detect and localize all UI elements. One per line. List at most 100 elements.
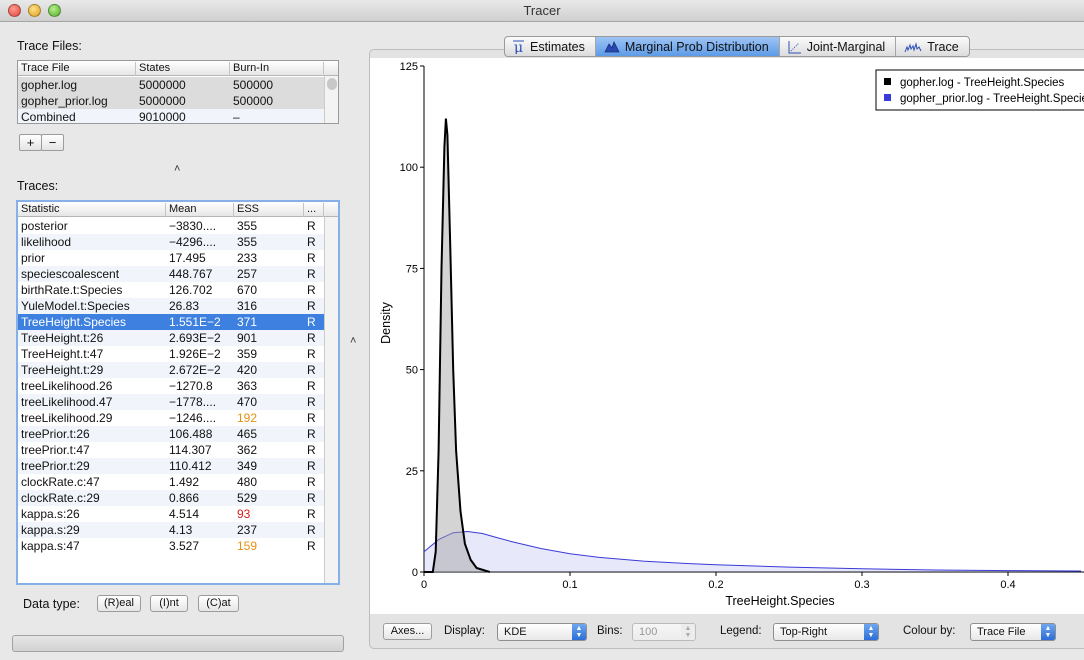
legend-label: Legend: [720,625,762,637]
trace-ess: 192 [237,411,258,425]
trace-file-row[interactable]: gopher.log 5000000 500000 [18,77,324,93]
density-chart: 0 25 50 75 100 125 0 0.1 0.2 0.3 0.4 TreeHeight.Spe… [379,61,1084,608]
trace-row[interactable]: birthRate.t:Species 126.702 670 R [18,282,324,298]
legend-select[interactable]: Top-Right ▲ ▼ [773,623,879,641]
y-tick-label: 75 [406,263,418,275]
trace-type: R [307,331,316,345]
tab-marginal-prob-distribution[interactable]: Marginal Prob Distribution [595,37,780,56]
trace-ess: 349 [237,459,258,473]
trace-ess: 901 [237,331,258,345]
trace-stat: treePrior.t:26 [21,427,90,441]
bins-stepper[interactable]: 100 ▲ ▼ [632,623,696,641]
trace-row[interactable]: TreeHeight.t:29 2.672E−2 420 R [18,362,324,378]
trace-row[interactable]: prior 17.495 233 R [18,250,324,266]
trace-row[interactable]: TreeHeight.Species 1.551E−2 371 R [18,314,324,330]
data-type-real-button[interactable]: (R)eal [97,595,141,612]
trace-ess: 470 [237,395,258,409]
tab-joint-marginal[interactable]: Joint-Marginal [780,37,897,56]
trace-file-states: 5000000 [139,78,186,92]
trace-file-name: Combined [21,110,76,124]
trace-row[interactable]: treeLikelihood.26 −1270.8 363 R [18,378,324,394]
trace-row[interactable]: treeLikelihood.47 −1778.... 470 R [18,394,324,410]
trace-ess: 420 [237,363,258,377]
trace-file-row[interactable]: Combined 9010000 – [18,109,324,124]
trace-row[interactable]: posterior −3830.... 355 R [18,218,324,234]
trace-type: R [307,459,316,473]
col-statistic[interactable]: Statistic [18,203,166,217]
trace-stat: TreeHeight.t:47 [21,347,104,361]
col-states[interactable]: States [136,62,230,76]
trace-row[interactable]: kappa.s:47 3.527 159 R [18,538,324,554]
trace-row[interactable]: kappa.s:26 4.514 93 R [18,506,324,522]
display-label: Display: [444,625,485,637]
col-type[interactable]: ... [304,203,324,217]
y-axis-title: Density [379,301,393,343]
data-type-cat-button[interactable]: (C)at [198,595,239,612]
tab-trace[interactable]: Trace [896,37,969,56]
trace-files-scrollbar[interactable] [324,76,338,123]
tab-joint-marginal-label: Joint-Marginal [806,39,886,54]
colour-by-select[interactable]: Trace File ▲ ▼ [970,623,1056,641]
legend-entry: gopher.log - TreeHeight.Species [900,77,1065,89]
remove-trace-file-button[interactable]: − [41,134,64,151]
axes-button[interactable]: Axes... [383,623,432,640]
traces-table[interactable]: Statistic Mean ESS ... posterior −3830...… [16,200,340,585]
select-arrows-icon: ▲ ▼ [572,624,586,640]
x-axis-title: TreeHeight.Species [725,594,834,608]
view-tabs: μ Estimates Marginal Prob Distribution J… [504,36,970,57]
col-ess[interactable]: ESS [234,203,304,217]
trace-row[interactable]: speciescoalescent 448.767 257 R [18,266,324,282]
scroll-knob[interactable] [327,78,337,90]
traces-label: Traces: [17,179,59,193]
trace-row[interactable]: kappa.s:29 4.13 237 R [18,522,324,538]
trace-row[interactable]: likelihood −4296.... 355 R [18,234,324,250]
col-mean[interactable]: Mean [166,203,234,217]
density-plot: 0 25 50 75 100 125 0 0.1 0.2 0.3 0.4 TreeHeight.Spe… [370,58,1084,614]
trace-row[interactable]: TreeHeight.t:26 2.693E−2 901 R [18,330,324,346]
trace-stat: kappa.s:47 [21,539,80,553]
colour-by-label: Colour by: [903,625,956,637]
trace-files-label: Trace Files: [17,39,82,53]
trace-ess: 359 [237,347,258,361]
series-area [424,118,490,572]
y-tick-label: 0 [412,567,418,579]
trace-row[interactable]: YuleModel.t:Species 26.83 316 R [18,298,324,314]
split-pane-handle-icon[interactable]: ˄ [174,163,181,175]
horizontal-split-handle-icon[interactable]: ˄ [350,335,357,347]
minimize-window-button[interactable] [28,4,41,17]
trace-mean: 0.866 [169,491,200,505]
trace-stat: treeLikelihood.26 [21,379,113,393]
data-type-int-button[interactable]: (I)nt [150,595,188,612]
trace-ess: 362 [237,443,258,457]
trace-row[interactable]: clockRate.c:29 0.866 529 R [18,490,324,506]
trace-row[interactable]: treeLikelihood.29 −1246.... 192 R [18,410,324,426]
trace-mean: 4.514 [169,507,200,521]
trace-row[interactable]: clockRate.c:47 1.492 480 R [18,474,324,490]
trace-row[interactable]: treePrior.t:29 110.412 349 R [18,458,324,474]
close-window-button[interactable] [8,4,21,17]
trace-row[interactable]: TreeHeight.t:47 1.926E−2 359 R [18,346,324,362]
trace-ess: 371 [237,315,258,329]
trace-file-states: 9010000 [139,110,186,124]
trace-file-row[interactable]: gopher_prior.log 5000000 500000 [18,93,324,109]
col-trace-file[interactable]: Trace File [18,62,136,76]
tab-estimates[interactable]: μ Estimates [505,37,596,56]
trace-stat: speciescoalescent [21,267,120,281]
trace-mean: −1246.... [169,411,217,425]
trace-row[interactable]: treePrior.t:26 106.488 465 R [18,426,324,442]
trace-mean: 17.495 [169,251,206,265]
trace-files-table[interactable]: Trace File States Burn-In gopher.log 5000… [17,60,339,124]
traces-scrollbar[interactable] [324,217,338,583]
trace-stat: TreeHeight.t:29 [21,363,104,377]
trace-mean: −4296.... [169,235,217,249]
trace-row[interactable]: treePrior.t:47 114.307 362 R [18,442,324,458]
trace-type: R [307,539,316,553]
display-select[interactable]: KDE ▲ ▼ [497,623,587,641]
trace-mean: 110.412 [169,459,212,473]
trace-wave-icon [904,41,922,52]
col-burn-in[interactable]: Burn-In [230,62,324,76]
trace-mean: 114.307 [169,443,212,457]
trace-stat: YuleModel.t:Species [21,299,130,313]
zoom-window-button[interactable] [48,4,61,17]
add-trace-file-button[interactable]: + [19,134,42,151]
